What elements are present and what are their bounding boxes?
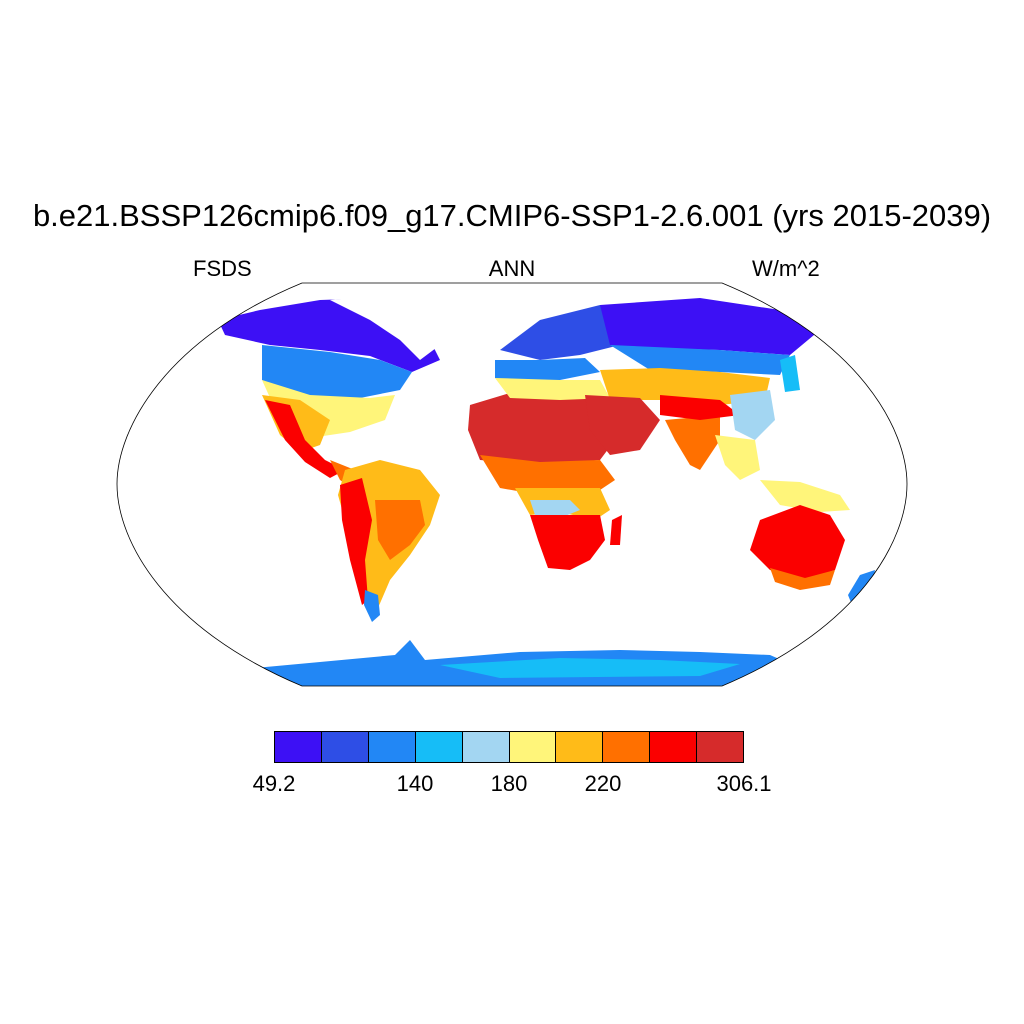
colorbar-tick-label: 306.1 bbox=[716, 771, 772, 796]
colorbar-cell bbox=[650, 732, 698, 762]
colorbar bbox=[274, 731, 744, 763]
antarctica-inner bbox=[440, 658, 740, 678]
india bbox=[665, 415, 720, 470]
asia-mid bbox=[610, 345, 790, 375]
colorbar-tick-label: 49.2 bbox=[252, 771, 296, 796]
variable-label: FSDS bbox=[193, 256, 252, 281]
middle-east bbox=[585, 395, 660, 455]
asia-central bbox=[600, 368, 770, 405]
australia bbox=[750, 505, 845, 580]
europe-south bbox=[495, 378, 610, 400]
colorbar-cell bbox=[509, 732, 557, 762]
south-america-orange bbox=[375, 500, 425, 560]
madagascar bbox=[610, 515, 622, 545]
africa-south bbox=[530, 515, 605, 570]
colorbar-tick-label: 140 bbox=[396, 771, 434, 796]
colorbar-cell bbox=[603, 732, 651, 762]
season-label: ANN bbox=[488, 256, 536, 281]
australia-south bbox=[770, 568, 835, 590]
colorbar-cell bbox=[275, 732, 322, 762]
greenland bbox=[330, 290, 490, 360]
colorbar-cell bbox=[415, 732, 463, 762]
indonesia bbox=[760, 480, 850, 512]
colorbar-tick-label: 220 bbox=[584, 771, 622, 796]
europe-mid bbox=[495, 358, 600, 385]
colorbar-cell bbox=[697, 732, 744, 762]
africa-sahel bbox=[480, 455, 615, 495]
plot-title: b.e21.BSSP126cmip6.f09_g17.CMIP6-SSP1-2.… bbox=[32, 198, 992, 233]
tibet bbox=[660, 395, 740, 420]
japan bbox=[780, 355, 800, 392]
colorbar-cell bbox=[462, 732, 510, 762]
east-asia bbox=[730, 390, 775, 440]
colorbar-cell bbox=[368, 732, 416, 762]
colorbar-tick-label: 180 bbox=[490, 771, 528, 796]
new-zealand bbox=[848, 570, 875, 605]
land-fill bbox=[218, 290, 875, 686]
colorbar-cell bbox=[321, 732, 369, 762]
colorbar-cell bbox=[556, 732, 604, 762]
patagonia bbox=[364, 590, 380, 622]
map-outline bbox=[116, 282, 908, 687]
north-america-mid bbox=[262, 345, 412, 398]
units-label: W/m^2 bbox=[752, 256, 820, 281]
africa-north bbox=[468, 388, 615, 465]
south-america-red bbox=[340, 478, 372, 605]
asia-north bbox=[600, 298, 820, 355]
southeast-asia bbox=[715, 435, 760, 480]
mexico bbox=[265, 400, 345, 478]
